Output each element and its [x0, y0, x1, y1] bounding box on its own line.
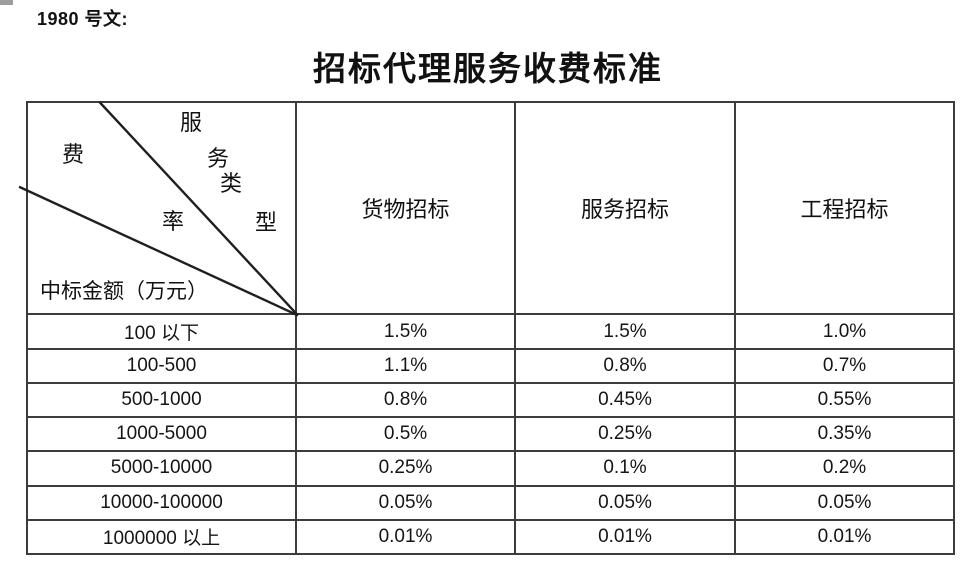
- amount-cell: 100 以下: [26, 313, 297, 350]
- amount-cell: 1000000 以上: [26, 518, 297, 556]
- table-row: 500-1000 0.8% 0.45% 0.55%: [26, 381, 955, 419]
- service-rate-cell: 0.8%: [514, 347, 736, 384]
- row-axis-label: 中标金额（万元）: [40, 279, 208, 303]
- service-type-label-char: 型: [255, 210, 278, 235]
- table-row: 100 以下 1.5% 1.5% 1.0%: [26, 313, 955, 350]
- doc-number: 1980 号文:: [37, 9, 129, 29]
- goods-rate-cell: 0.05%: [295, 484, 516, 521]
- fee-rate-label-char: 率: [162, 209, 185, 234]
- scan-artifact: [0, 0, 13, 5]
- service-type-label-char: 类: [220, 171, 243, 196]
- column-header-service: 服务招标: [514, 100, 736, 316]
- engineering-rate-cell: 0.35%: [734, 416, 955, 453]
- fee-table: 服 务 类 型 费 率 中标金额（万元） 货物招标 服务招标 工程招标 100 …: [18, 100, 955, 556]
- amount-cell: 10000-100000: [26, 484, 297, 521]
- column-header-engineering: 工程招标: [734, 100, 955, 316]
- table-row: 1000000 以上 0.01% 0.01% 0.01%: [26, 518, 955, 556]
- service-rate-cell: 0.25%: [514, 416, 736, 453]
- service-rate-cell: 0.1%: [514, 450, 736, 487]
- engineering-rate-cell: 0.2%: [734, 450, 955, 487]
- engineering-rate-cell: 0.55%: [734, 381, 955, 419]
- table-row: 5000-10000 0.25% 0.1% 0.2%: [26, 450, 955, 487]
- goods-rate-cell: 1.5%: [295, 313, 516, 350]
- fee-rate-label-char: 费: [62, 142, 85, 167]
- table-row: 10000-100000 0.05% 0.05% 0.05%: [26, 484, 955, 521]
- goods-rate-cell: 0.01%: [295, 518, 516, 556]
- engineering-rate-cell: 0.01%: [734, 518, 955, 556]
- service-type-label-char: 服: [180, 110, 203, 135]
- table-row: 100-500 1.1% 0.8% 0.7%: [26, 347, 955, 384]
- page-title: 招标代理服务收费标准: [313, 52, 663, 88]
- service-type-label-char: 务: [207, 146, 230, 171]
- amount-cell: 100-500: [26, 347, 297, 384]
- engineering-rate-cell: 0.05%: [734, 484, 955, 521]
- table-row: 1000-5000 0.5% 0.25% 0.35%: [26, 416, 955, 453]
- goods-rate-cell: 0.8%: [295, 381, 516, 419]
- goods-rate-cell: 0.25%: [295, 450, 516, 487]
- diagonal-header-cell: 服 务 类 型 费 率 中标金额（万元）: [18, 100, 299, 317]
- diagonal-split-lines: [18, 101, 299, 317]
- goods-rate-cell: 1.1%: [295, 347, 516, 384]
- service-rate-cell: 0.45%: [514, 381, 736, 419]
- header-row: 服 务 类 型 费 率 中标金额（万元） 货物招标 服务招标 工程招标: [18, 100, 955, 317]
- column-header-goods: 货物招标: [295, 100, 516, 316]
- amount-cell: 1000-5000: [26, 416, 297, 453]
- service-rate-cell: 0.01%: [514, 518, 736, 556]
- engineering-rate-cell: 0.7%: [734, 347, 955, 384]
- goods-rate-cell: 0.5%: [295, 416, 516, 453]
- amount-cell: 5000-10000: [26, 450, 297, 487]
- amount-cell: 500-1000: [26, 381, 297, 419]
- service-rate-cell: 0.05%: [514, 484, 736, 521]
- engineering-rate-cell: 1.0%: [734, 313, 955, 350]
- service-rate-cell: 1.5%: [514, 313, 736, 350]
